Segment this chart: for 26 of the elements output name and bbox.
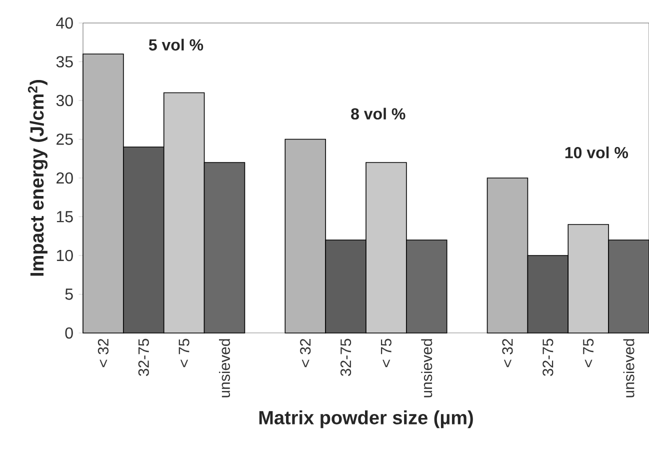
y-tick-label: 30: [56, 94, 73, 106]
x-tick-label: < 32: [300, 338, 311, 368]
x-tick-label: < 32: [502, 338, 513, 368]
x-tick-label: < 75: [583, 338, 594, 368]
x-tick-label: unsieved: [421, 339, 432, 398]
x-tick-label: 32-75: [542, 338, 554, 376]
annotation: 5 vol %: [148, 38, 204, 51]
y-tick-label: 15: [56, 211, 73, 222]
y-tick-label: 25: [56, 134, 73, 145]
annotation: 8 vol %: [351, 108, 406, 120]
y-tick-label: 5: [65, 288, 73, 300]
x-axis-title: Matrix powder size (µm): [259, 410, 473, 428]
x-tick-label: unsieved: [623, 339, 634, 398]
y-tick-label: 10: [56, 250, 73, 262]
y-tick-label: 35: [56, 56, 73, 68]
x-tick-label: unsieved: [218, 339, 230, 398]
x-tick-label: 32-75: [340, 338, 352, 376]
y-tick-label: 40: [56, 17, 73, 29]
y-axis-title: Impact energy (J/cm$^{2}$): [28, 80, 48, 276]
x-tick-label: < 75: [178, 338, 190, 368]
y-tick-label: 20: [56, 172, 73, 184]
x-tick-label: < 32: [98, 338, 109, 368]
y-tick-label: 0: [65, 327, 73, 339]
x-tick-label: 32-75: [138, 338, 149, 376]
annotation: 10 vol %: [565, 146, 628, 158]
x-tick-label: < 75: [380, 338, 392, 368]
